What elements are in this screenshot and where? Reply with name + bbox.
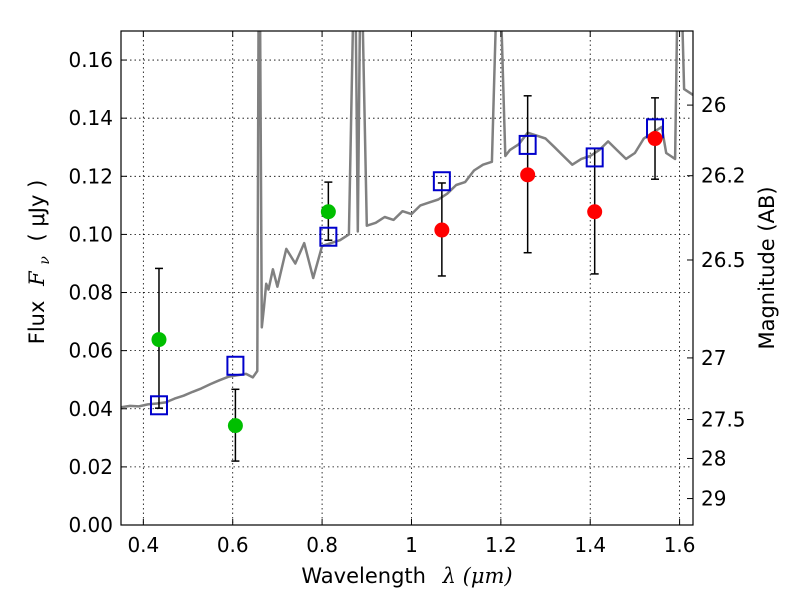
- y-axis-title-unit: ( μJy ): [25, 180, 49, 242]
- model-photometry-square: [585, 147, 604, 168]
- y-axis-title: Flux F ν ( μJy ): [25, 180, 54, 345]
- right-tick-label: 28: [701, 446, 726, 470]
- y-tick-label: 0.10: [68, 222, 113, 246]
- y-tick-label: 0.00: [68, 513, 113, 537]
- x-tick-label: 1.6: [664, 533, 696, 557]
- y-tick-label: 0.14: [68, 106, 113, 130]
- right-tick-label: 26.5: [701, 248, 746, 272]
- y-tick-label: 0.02: [68, 455, 113, 479]
- x-tick-label: 1: [405, 533, 418, 557]
- observed-flux-point: [434, 222, 450, 238]
- right-tick-label: 26: [701, 93, 726, 117]
- right-tick-label: 27.5: [701, 408, 746, 432]
- model-photometry-square: [319, 226, 338, 247]
- x-axis-title: Wavelength λ (μm): [301, 564, 512, 588]
- x-axis-title-text: Wavelength: [301, 564, 426, 588]
- x-tick-label: 0.6: [217, 533, 249, 557]
- model-photometry-square: [226, 355, 245, 376]
- x-tick-label: 0.4: [127, 533, 159, 557]
- observed-flux-point: [520, 167, 536, 183]
- right-axis-title: Magnitude (AB): [755, 186, 779, 349]
- x-tick-label: 1.4: [574, 533, 606, 557]
- x-tick-label: 1.2: [485, 533, 517, 557]
- x-tick-label: 0.8: [306, 533, 338, 557]
- y-axis-title-subscript: ν: [37, 256, 53, 265]
- y-axis-title-symbol: F: [25, 270, 49, 287]
- right-tick-label: 26.2: [701, 164, 746, 188]
- observed-flux-point: [151, 332, 167, 348]
- y-axis-title-text: Flux: [25, 301, 49, 345]
- observed-flux-point: [647, 131, 663, 147]
- observed-flux-point: [227, 418, 243, 434]
- model-photometry-square: [518, 134, 537, 155]
- y-tick-label: 0.06: [68, 339, 113, 363]
- y-tick-label: 0.04: [68, 397, 113, 421]
- observed-flux-point: [587, 204, 603, 220]
- plot-area: [121, 31, 693, 462]
- x-axis-title-math: λ (μm): [442, 564, 513, 588]
- right-tick-label: 29: [701, 487, 726, 511]
- axis-ticks: 0.4 0.6 0.8 1 1.2 1.4 1.6 0.00 0.02 0.04 0.06 0.08 0…: [68, 31, 746, 557]
- y-tick-label: 0.08: [68, 281, 113, 305]
- y-tick-label: 0.12: [68, 164, 113, 188]
- model-photometry-square: [432, 171, 451, 192]
- model-photometry-square: [149, 395, 168, 416]
- observed-flux-point: [320, 204, 336, 220]
- y-tick-label: 0.16: [68, 48, 113, 72]
- right-tick-label: 27: [701, 346, 726, 370]
- plot-frame: [120, 30, 694, 526]
